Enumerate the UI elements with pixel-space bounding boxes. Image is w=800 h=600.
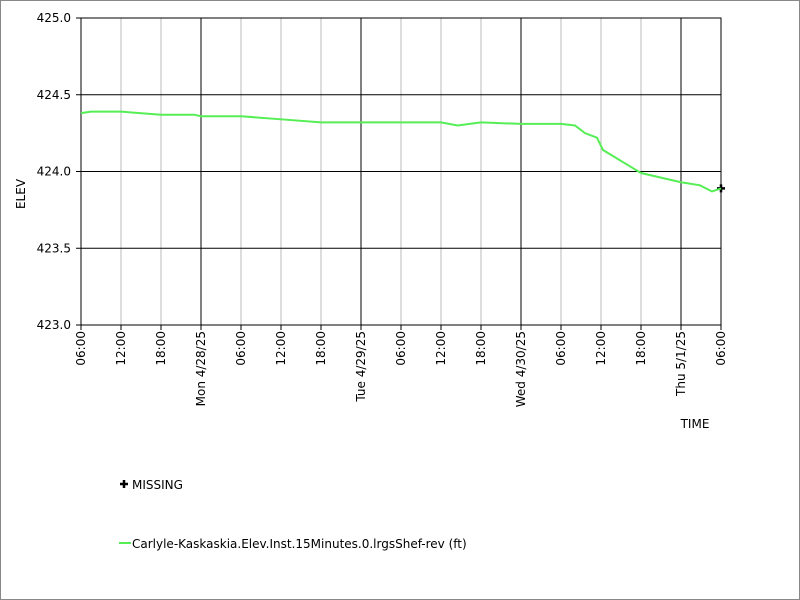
x-tick-label: 18:00 (474, 331, 488, 366)
y-axis-label: ELEV (14, 178, 28, 209)
x-tick-label: 06:00 (554, 331, 568, 366)
x-axis-label: TIME (680, 417, 710, 431)
x-tick-label: Thu 5/1/25 (674, 331, 688, 397)
y-tick-label: 423.5 (37, 241, 71, 255)
y-tick-label: 424.5 (37, 88, 71, 102)
x-tick-label: 06:00 (394, 331, 408, 366)
legend-marker (120, 480, 128, 488)
x-tick-label: Tue 4/29/25 (354, 331, 368, 403)
x-tick-label: 12:00 (434, 331, 448, 366)
x-tick-label: 06:00 (714, 331, 728, 366)
x-tick-label: 18:00 (154, 331, 168, 366)
x-tick-label: Mon 4/28/25 (194, 331, 208, 406)
y-tick-label: 424.0 (37, 165, 71, 179)
plot-border (80, 17, 722, 326)
x-tick-label: 12:00 (594, 331, 608, 366)
legend-label: Carlyle-Kaskaskia.Elev.Inst.15Minutes.0.… (132, 537, 467, 551)
data-line (80, 110, 722, 193)
x-tick-label: 18:00 (314, 331, 328, 366)
y-tick-label: 425.0 (37, 11, 71, 25)
x-tick-label: Wed 4/30/25 (514, 331, 528, 407)
x-tick-label: 12:00 (274, 331, 288, 366)
x-tick-label: 06:00 (74, 331, 88, 366)
y-tick-label: 423.0 (37, 318, 71, 332)
legend-label: MISSING (132, 478, 183, 492)
x-tick-label: 18:00 (634, 331, 648, 366)
x-tick-label: 12:00 (114, 331, 128, 366)
x-tick-label: 06:00 (234, 331, 248, 366)
